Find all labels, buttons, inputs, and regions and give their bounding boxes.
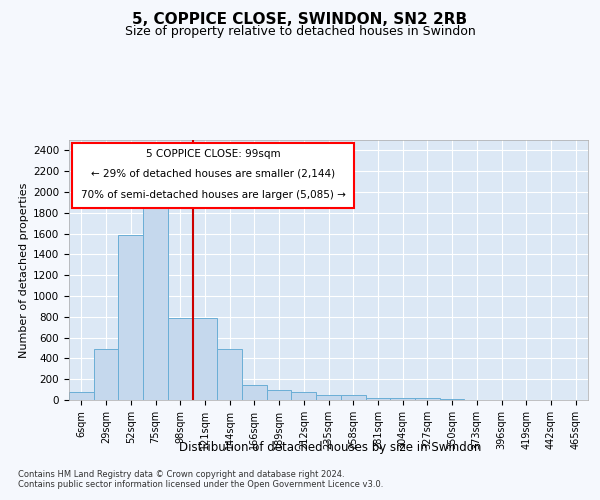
Bar bbox=[341, 395, 365, 400]
Bar bbox=[316, 395, 341, 400]
Text: 70% of semi-detached houses are larger (5,085) →: 70% of semi-detached houses are larger (… bbox=[81, 190, 346, 200]
Text: 5, COPPICE CLOSE, SWINDON, SN2 2RB: 5, COPPICE CLOSE, SWINDON, SN2 2RB bbox=[133, 12, 467, 28]
Bar bbox=[267, 390, 292, 400]
Text: Contains HM Land Registry data © Crown copyright and database right 2024.: Contains HM Land Registry data © Crown c… bbox=[18, 470, 344, 479]
Text: Contains public sector information licensed under the Open Government Licence v3: Contains public sector information licen… bbox=[18, 480, 383, 489]
Text: 5 COPPICE CLOSE: 99sqm: 5 COPPICE CLOSE: 99sqm bbox=[146, 149, 281, 159]
Bar bbox=[365, 398, 390, 400]
Bar bbox=[193, 318, 217, 400]
Text: ← 29% of detached houses are smaller (2,144): ← 29% of detached houses are smaller (2,… bbox=[91, 168, 335, 178]
Bar bbox=[69, 392, 94, 400]
Y-axis label: Number of detached properties: Number of detached properties bbox=[19, 182, 29, 358]
Bar bbox=[390, 398, 415, 400]
Bar bbox=[168, 318, 193, 400]
Bar bbox=[292, 392, 316, 400]
Bar bbox=[242, 385, 267, 400]
Bar bbox=[143, 178, 168, 400]
Bar bbox=[415, 398, 440, 400]
Bar bbox=[94, 349, 118, 400]
Text: Size of property relative to detached houses in Swindon: Size of property relative to detached ho… bbox=[125, 25, 475, 38]
Bar bbox=[118, 234, 143, 400]
Bar bbox=[217, 349, 242, 400]
Text: Distribution of detached houses by size in Swindon: Distribution of detached houses by size … bbox=[179, 441, 481, 454]
